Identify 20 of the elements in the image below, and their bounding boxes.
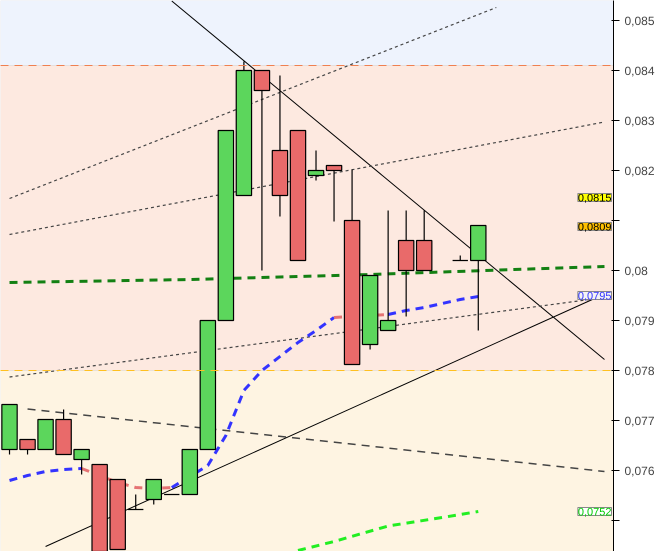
- annotation: 0,0815: [578, 192, 612, 204]
- annotation: 0,0752: [578, 506, 612, 518]
- y-tick-label: 0,076: [624, 464, 655, 478]
- y-tick-label: 0,083: [624, 114, 655, 128]
- line-series: [386, 295, 480, 316]
- line-series: [8, 467, 84, 482]
- y-tick-label: 0,08: [624, 264, 648, 278]
- candlestick: [127, 494, 144, 510]
- candlestick: [145, 478, 162, 506]
- y-tick-label: 0,079: [624, 314, 655, 328]
- line-series: [170, 316, 336, 489]
- line-series: [296, 510, 480, 551]
- annotation: 0,0809: [578, 222, 612, 234]
- y-tick-label: 0,078: [624, 364, 655, 378]
- candlestick: [452, 254, 469, 262]
- line-series: [8, 265, 606, 284]
- y-tick-label: 0,082: [624, 164, 655, 178]
- y-tick-label: 0,085: [624, 14, 655, 28]
- y-tick-label: 0,077: [624, 414, 655, 428]
- y-tick-label: 0,084: [624, 64, 655, 78]
